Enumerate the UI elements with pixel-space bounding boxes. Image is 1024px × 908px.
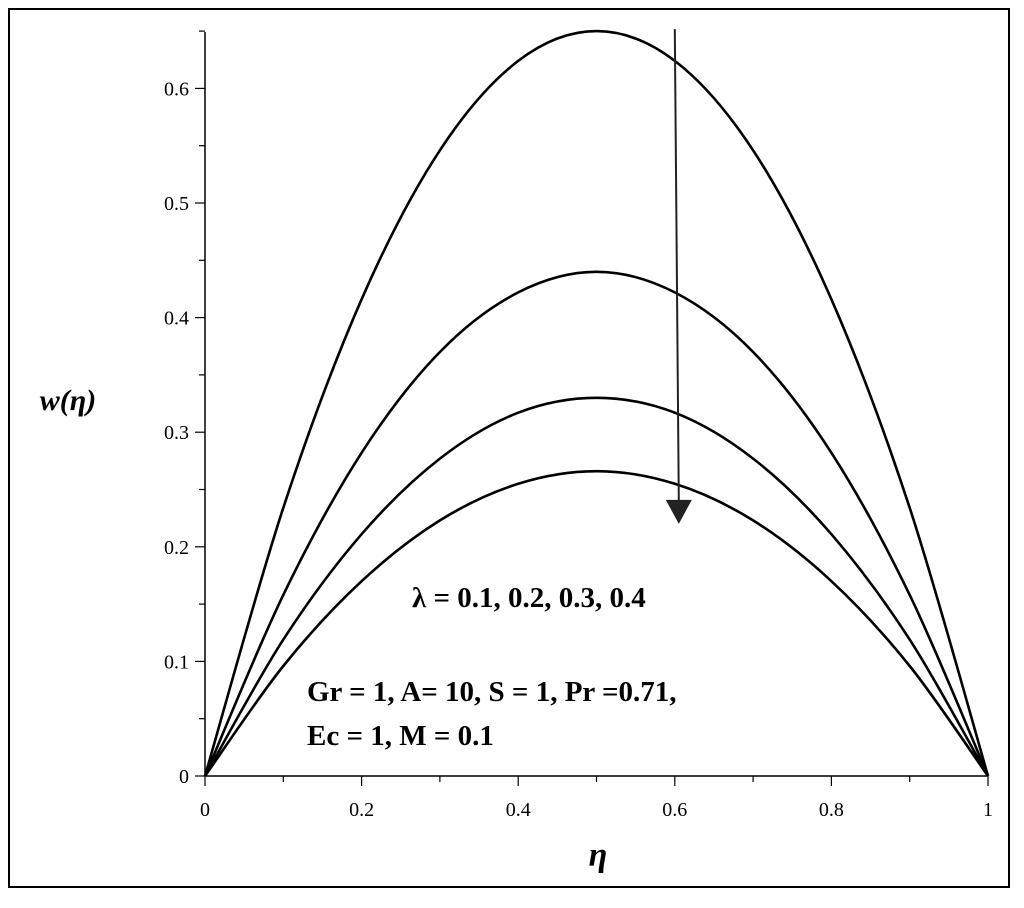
y-tick-label: 0.3	[164, 422, 189, 444]
params-annotation-line2: Ec = 1, M = 0.1	[307, 720, 494, 752]
x-tick-label: 1	[983, 799, 993, 821]
series-line-2	[203, 270, 990, 777]
y-tick-label: 0.1	[164, 651, 189, 673]
lambda-annotation: λ = 0.1, 0.2, 0.3, 0.4	[412, 582, 646, 614]
line-chart: 0 0.2 0.4 0.6 0.8 1 0 0.1 0.2 0.3 0.4 0.5 0.6 w(η) η…	[40, 29, 993, 874]
x-tick-label: 0.8	[819, 799, 844, 821]
arrow-head	[665, 499, 692, 524]
series-layer	[203, 29, 990, 777]
x-tick-label: 0.6	[662, 799, 687, 821]
x-tick-label: 0	[200, 799, 210, 821]
y-axis-title: w(η)	[40, 384, 96, 417]
y-tick-label: 0.6	[164, 78, 189, 100]
axes: 0 0.2 0.4 0.6 0.8 1 0 0.1 0.2 0.3 0.4 0.5 0.6	[164, 30, 993, 821]
y-tick-label: 0.4	[164, 308, 189, 330]
params-annotation-line1: Gr = 1, A= 10, S = 1, Pr =0.71,	[307, 676, 677, 708]
y-tick-label: 0.5	[164, 193, 189, 215]
series-line-3	[203, 396, 990, 777]
arrow-layer	[665, 29, 692, 524]
x-tick-label: 0.2	[349, 799, 374, 821]
x-axis-title: η	[589, 837, 608, 874]
y-tick-label: 0.2	[164, 537, 189, 559]
arrow-shaft	[673, 29, 680, 502]
figure-frame: 0 0.2 0.4 0.6 0.8 1 0 0.1 0.2 0.3 0.4 0.5 0.6 w(η) η…	[8, 8, 1010, 888]
series-line-4	[203, 469, 990, 777]
y-tick-label: 0	[179, 766, 189, 788]
x-tick-label: 0.4	[506, 799, 531, 821]
series-line-1	[203, 29, 990, 777]
